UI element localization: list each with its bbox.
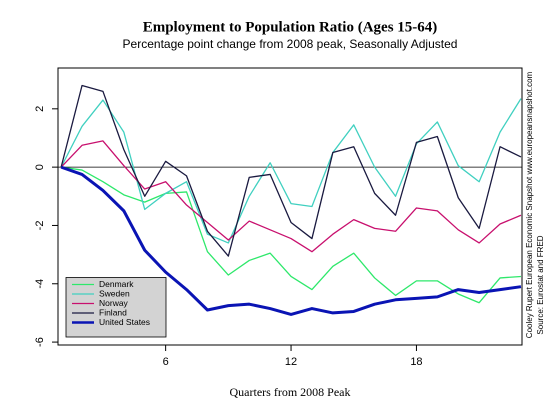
- side-note: Cooley Rupert European Economic Snapshot…: [525, 71, 534, 338]
- series-line: [61, 166, 522, 304]
- x-axis-label: Quarters from 2008 Peak: [230, 385, 351, 399]
- chart-subtitle: Percentage point change from 2008 peak, …: [123, 37, 458, 51]
- legend-label: Finland: [99, 307, 127, 317]
- x-tick-label: 12: [285, 356, 297, 368]
- legend-label: United States: [99, 317, 150, 327]
- side-note: Source: Eurostat and FRED: [536, 235, 545, 334]
- plot-frame: [57, 67, 523, 346]
- legend-label: Norway: [99, 298, 129, 308]
- legend-label: Sweden: [99, 288, 130, 298]
- y-tick-label: 2: [34, 106, 46, 112]
- y-tick-label: 0: [34, 164, 46, 170]
- chart-title: Employment to Population Ratio (Ages 15-…: [143, 19, 438, 35]
- x-tick-label: 6: [163, 356, 169, 368]
- x-tick-label: 18: [410, 356, 422, 368]
- legend-label: Denmark: [99, 279, 134, 289]
- series-line: [60, 84, 522, 257]
- legend-box: [65, 277, 167, 338]
- y-tick-label: -4: [34, 279, 46, 289]
- series-line: [60, 98, 522, 244]
- series-line: [60, 165, 522, 316]
- y-tick-label: -2: [34, 221, 46, 231]
- y-tick-label: -6: [34, 337, 46, 347]
